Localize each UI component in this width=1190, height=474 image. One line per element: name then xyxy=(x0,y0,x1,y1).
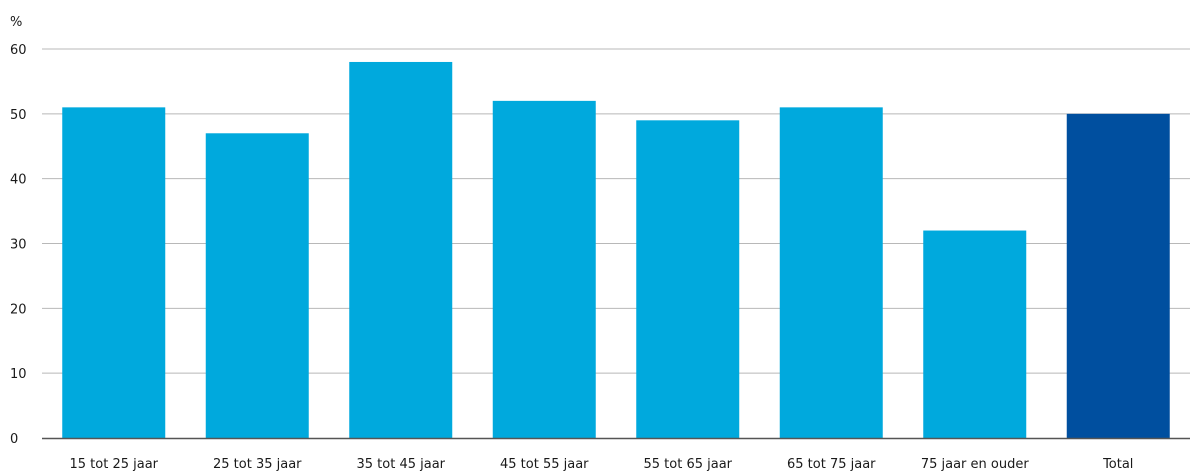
x-tick-label-2: 25 tot 35 jaar xyxy=(213,457,302,472)
x-tick-label-5: 55 tot 65 jaar xyxy=(643,457,732,472)
x-tick-label-8: Total xyxy=(1102,457,1133,472)
x-tick-label-7: 75 jaar en ouder xyxy=(921,457,1030,472)
x-tick-label-4: 45 tot 55 jaar xyxy=(500,457,589,472)
y-tick-label-60: 60 xyxy=(10,43,27,58)
bars xyxy=(62,61,1170,439)
bar-3 xyxy=(349,61,453,438)
x-tick-label-3: 35 tot 45 jaar xyxy=(356,457,445,472)
bar-6 xyxy=(779,107,883,438)
y-tick-label-0: 0 xyxy=(10,432,18,447)
y-tick-label-30: 30 xyxy=(10,238,27,253)
y-tick-label-10: 10 xyxy=(10,367,27,382)
x-tick-label-1: 15 tot 25 jaar xyxy=(69,457,158,472)
bar-1 xyxy=(62,107,166,438)
bar-5 xyxy=(636,120,740,439)
bar-2 xyxy=(205,133,309,439)
y-axis-unit-label: % xyxy=(10,15,22,30)
y-tick-label-40: 40 xyxy=(10,173,27,188)
y-tick-label-20: 20 xyxy=(10,302,27,317)
x-tick-label-6: 65 tot 75 jaar xyxy=(787,457,876,472)
bar-total xyxy=(1066,113,1170,438)
x-axis-tick-labels: 15 tot 25 jaar 25 tot 35 jaar 35 tot 45 ja… xyxy=(69,457,1133,472)
bar-4 xyxy=(492,100,596,438)
y-tick-label-50: 50 xyxy=(10,108,27,123)
y-axis-ticks: 0 10 20 30 40 50 60 xyxy=(10,43,27,447)
bar-7 xyxy=(923,230,1027,438)
